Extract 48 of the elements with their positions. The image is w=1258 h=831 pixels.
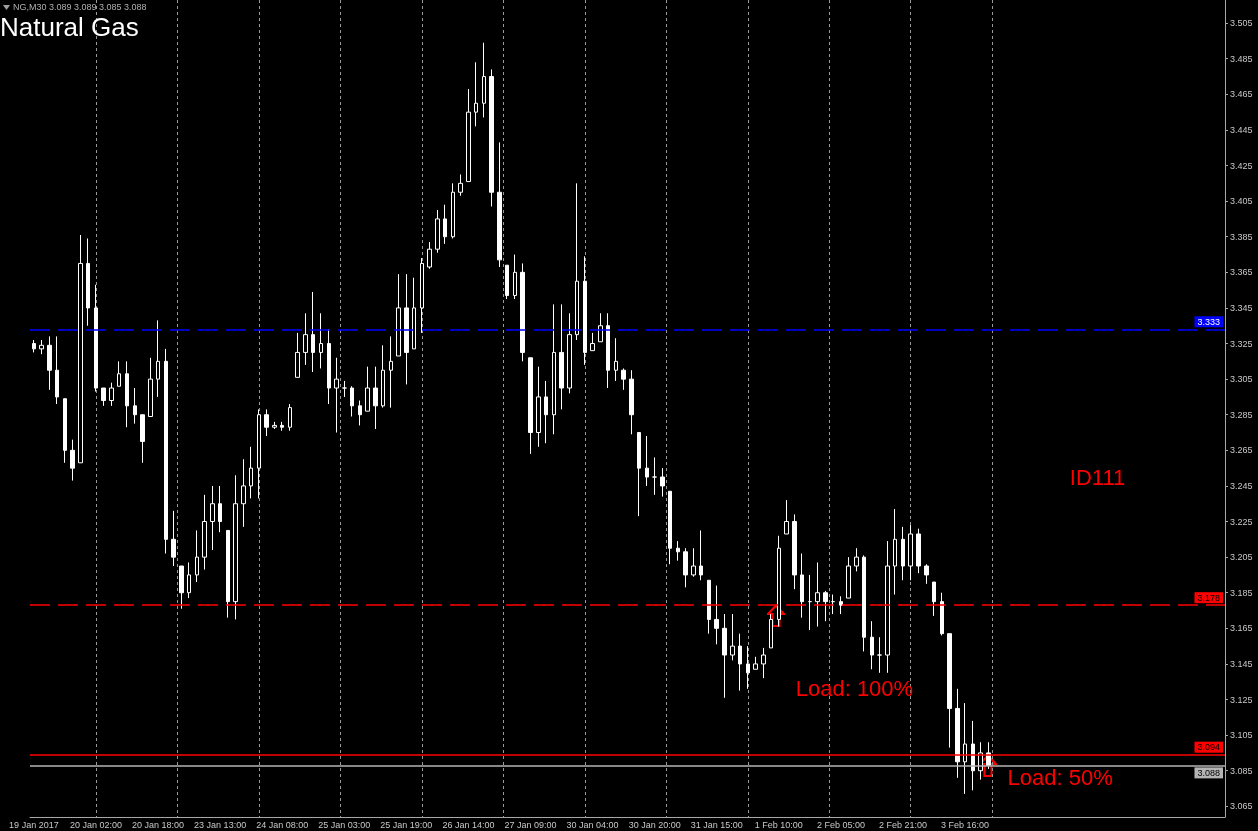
y-tick-label: 3.105	[1230, 730, 1253, 741]
y-tick-label: 3.165	[1230, 623, 1253, 634]
y-tick-label: 3.465	[1230, 89, 1253, 100]
ref-line-label: 3.333	[1197, 316, 1220, 327]
x-tick-label: 25 Jan 03:00	[318, 819, 371, 830]
y-tick-label: 3.085	[1230, 765, 1253, 776]
y-tick-label: 3.425	[1230, 160, 1253, 171]
y-tick-label: 3.205	[1230, 552, 1253, 563]
x-tick-label: 20 Jan 18:00	[132, 819, 185, 830]
y-tick-label: 3.265	[1230, 445, 1253, 456]
ref-line-label: 3.088	[1197, 767, 1220, 778]
y-tick-label: 3.065	[1230, 801, 1253, 812]
y-tick-label: 3.285	[1230, 409, 1253, 420]
y-tick-label: 3.485	[1230, 53, 1253, 64]
x-tick-label: 24 Jan 08:00	[256, 819, 309, 830]
y-tick-label: 3.345	[1230, 302, 1253, 313]
y-tick-label: 3.245	[1230, 480, 1253, 491]
y-tick-label: 3.125	[1230, 694, 1253, 705]
x-tick-label: 20 Jan 02:00	[69, 819, 122, 830]
x-tick-label: 26 Jan 14:00	[442, 819, 495, 830]
ref-line-label: 3.094	[1197, 742, 1220, 753]
y-tick-label: 3.225	[1230, 516, 1253, 527]
y-tick-label: 3.405	[1230, 196, 1253, 207]
x-tick-label: 2 Feb 05:00	[816, 819, 865, 830]
y-tick-label: 3.305	[1230, 374, 1253, 385]
x-tick-label: 23 Jan 13:00	[194, 819, 247, 830]
y-tick-label: 3.365	[1230, 267, 1253, 278]
x-tick-label: 3 Feb 16:00	[941, 819, 990, 830]
x-tick-label: 30 Jan 04:00	[566, 819, 619, 830]
y-tick-label: 3.385	[1230, 231, 1253, 242]
y-tick-label: 3.185	[1230, 587, 1253, 598]
y-tick-label: 3.505	[1230, 18, 1253, 29]
x-tick-label: 25 Jan 19:00	[380, 819, 433, 830]
x-tick-label: 2 Feb 21:00	[878, 819, 927, 830]
x-tick-label: 19 Jan 2017	[9, 819, 59, 830]
y-tick-label: 3.145	[1230, 658, 1253, 669]
text: Natural Gas	[0, 12, 139, 42]
x-tick-label: 1 Feb 10:00	[754, 819, 803, 830]
annotation: Load: 50%	[1007, 765, 1113, 791]
chart-subtitle: NG,M30 3.089 3.089 3.085 3.088	[13, 1, 147, 12]
annotation: Load: 100%	[795, 675, 914, 701]
y-tick-label: 3.445	[1230, 124, 1253, 135]
ref-line-label: 3.178	[1197, 592, 1220, 603]
x-tick-label: 30 Jan 20:00	[628, 819, 681, 830]
annotation: ID111	[1069, 465, 1126, 491]
y-tick-label: 3.325	[1230, 338, 1253, 349]
x-tick-label: 31 Jan 15:00	[690, 819, 743, 830]
x-tick-label: 27 Jan 09:00	[504, 819, 557, 830]
